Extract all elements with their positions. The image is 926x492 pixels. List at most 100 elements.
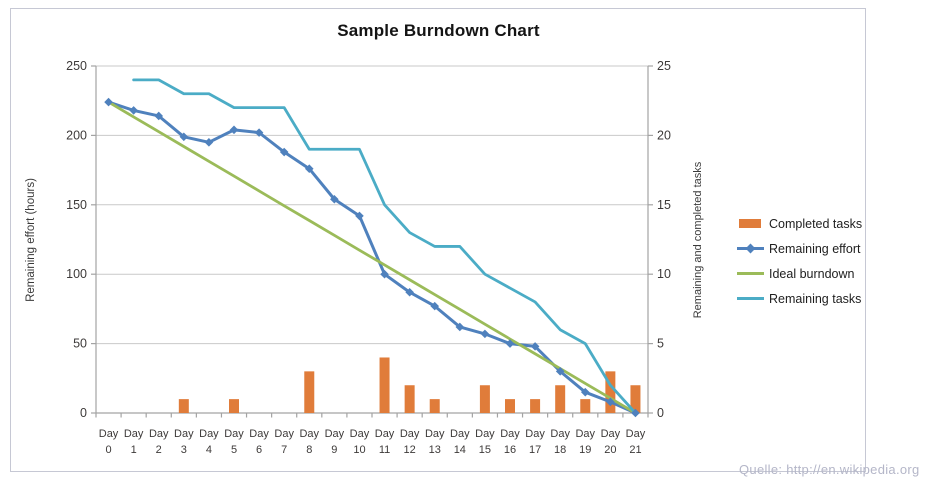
- x-tick-label-prefix: Day: [450, 428, 470, 440]
- x-tick-label-prefix: Day: [199, 428, 219, 440]
- x-tick-label-number: 0: [105, 444, 111, 456]
- remaining-tasks-line-swatch-icon: [737, 292, 764, 305]
- legend-label: Ideal burndown: [769, 266, 855, 281]
- x-tick-label-prefix: Day: [99, 428, 119, 440]
- y-left-tick-label: 50: [73, 337, 87, 351]
- remaining-effort-line-swatch-icon: [737, 242, 764, 255]
- remaining-effort-marker: [405, 287, 414, 297]
- remaining-effort-marker: [154, 111, 164, 121]
- bar-completed-tasks: [555, 385, 566, 413]
- x-tick-label-prefix: Day: [174, 428, 194, 440]
- x-tick-label-prefix: Day: [425, 428, 445, 440]
- x-tick-label-number: 12: [404, 444, 416, 456]
- remaining-effort-marker: [480, 329, 490, 339]
- legend-item-remaining-effort: Remaining effort: [737, 236, 862, 261]
- x-tick-label-number: 21: [629, 444, 641, 456]
- remaining-effort-marker: [254, 128, 264, 137]
- remaining-effort-marker: [330, 194, 339, 204]
- y-right-tick-label: 25: [657, 59, 671, 73]
- x-tick-label-prefix: Day: [124, 428, 144, 440]
- bar-completed-tasks: [379, 357, 390, 413]
- y-left-tick-label: 150: [66, 198, 87, 212]
- x-tick-label-prefix: Day: [500, 428, 520, 440]
- remaining-effort-marker: [380, 269, 389, 279]
- x-tick-label-number: 20: [604, 444, 616, 456]
- x-tick-label-prefix: Day: [149, 428, 169, 440]
- x-tick-label-number: 14: [454, 444, 466, 456]
- y-left-tick-label: 200: [66, 128, 87, 142]
- x-tick-label-number: 16: [504, 444, 516, 456]
- y-right-tick-label: 5: [657, 337, 664, 351]
- x-tick-label-prefix: Day: [350, 428, 370, 440]
- remaining-effort-marker: [631, 408, 640, 418]
- x-tick-label-number: 13: [429, 444, 441, 456]
- y-left-tick-label: 100: [66, 267, 87, 281]
- y-left-axis-title: Remaining effort (hours): [25, 178, 37, 302]
- legend-label: Remaining tasks: [769, 291, 862, 306]
- ideal-burndown-line-swatch-icon: [737, 267, 764, 280]
- series-ideal-burndown: [107, 100, 637, 415]
- y-right-axis-title: Remaining and completed tasks: [692, 161, 704, 318]
- x-tick-label-number: 4: [206, 444, 212, 456]
- remaining-effort-marker: [229, 125, 239, 135]
- legend-item-ideal-burndown: Ideal burndown: [737, 261, 862, 286]
- series-remaining-tasks: [132, 78, 637, 415]
- x-tick-label-number: 6: [256, 444, 262, 456]
- series-remaining-effort: [107, 100, 637, 415]
- bar-completed-tasks: [630, 385, 641, 413]
- source-note: Quelle: http://en.wikipedia.org: [739, 462, 920, 477]
- x-tick-label-prefix: Day: [575, 428, 595, 440]
- y-left-tick-label: 250: [66, 59, 87, 73]
- bar-completed-tasks: [530, 399, 541, 413]
- remaining-effort-marker: [530, 342, 540, 351]
- remaining-effort-marker: [204, 138, 214, 147]
- y-left-tick-label: 0: [80, 406, 87, 420]
- x-tick-label-number: 18: [554, 444, 566, 456]
- bar-completed-tasks: [479, 385, 490, 413]
- x-tick-label-number: 7: [281, 444, 287, 456]
- remaining-effort-marker: [455, 322, 465, 332]
- bar-completed-tasks: [404, 385, 415, 413]
- bar-completed-tasks: [505, 399, 515, 413]
- remaining-effort-marker: [430, 301, 440, 311]
- x-tick-label-number: 9: [331, 444, 337, 456]
- bar-completed-tasks: [429, 399, 440, 413]
- legend-label: Remaining effort: [769, 241, 861, 256]
- remaining-effort-marker: [179, 132, 189, 142]
- x-tick-label-number: 8: [306, 444, 312, 456]
- remaining-effort-marker: [555, 367, 565, 376]
- y-right-tick-label: 20: [657, 128, 671, 142]
- remaining-effort-marker: [355, 211, 364, 221]
- x-tick-label-number: 1: [131, 444, 137, 456]
- x-tick-label-prefix: Day: [626, 428, 646, 440]
- x-tick-label-prefix: Day: [400, 428, 420, 440]
- x-tick-label-number: 11: [379, 444, 390, 456]
- x-tick-label-number: 19: [579, 444, 591, 456]
- x-tick-label-prefix: Day: [601, 428, 621, 440]
- remaining-effort-marker: [104, 97, 113, 107]
- x-tick-label-prefix: Day: [224, 428, 244, 440]
- x-tick-label-prefix: Day: [299, 428, 319, 440]
- remaining-effort-marker: [279, 147, 289, 157]
- bar-completed-tasks: [229, 399, 239, 413]
- completed-tasks-bar-swatch-icon: [737, 217, 764, 230]
- x-tick-label-prefix: Day: [525, 428, 545, 440]
- bar-completed-tasks: [580, 399, 591, 413]
- x-tick-label-number: 3: [181, 444, 187, 456]
- bar-completed-tasks: [178, 399, 189, 413]
- chart-frame: [10, 8, 866, 472]
- x-tick-label-number: 15: [479, 444, 491, 456]
- remaining-effort-marker: [606, 397, 615, 407]
- x-tick-label-number: 5: [231, 444, 237, 456]
- chart-title: Sample Burndown Chart: [337, 21, 540, 40]
- remaining-effort-marker: [304, 164, 314, 174]
- x-tick-label-prefix: Day: [325, 428, 345, 440]
- x-tick-label-prefix: Day: [375, 428, 395, 440]
- x-tick-label-prefix: Day: [249, 428, 269, 440]
- x-tick-label-prefix: Day: [475, 428, 495, 440]
- legend-label: Completed tasks: [769, 216, 863, 231]
- legend: Completed tasks Remaining effort Ideal b…: [737, 211, 862, 311]
- x-tick-label-number: 10: [353, 444, 365, 456]
